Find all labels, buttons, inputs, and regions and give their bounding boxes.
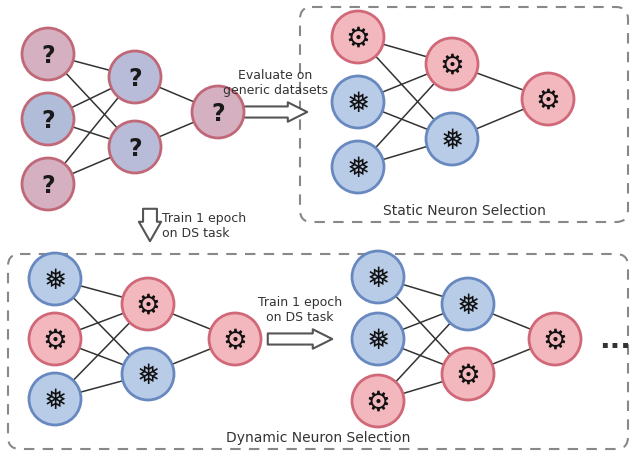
- Text: Static Neuron Selection: Static Neuron Selection: [383, 204, 545, 218]
- Circle shape: [192, 87, 244, 139]
- Text: ❅: ❅: [136, 361, 159, 389]
- Text: ...: ...: [599, 325, 631, 353]
- Text: ⚙: ⚙: [543, 326, 568, 354]
- Text: ⚙: ⚙: [136, 291, 161, 319]
- FancyArrowPatch shape: [243, 103, 307, 122]
- Circle shape: [109, 52, 161, 104]
- Text: ❅: ❅: [44, 266, 67, 294]
- Text: ⚙: ⚙: [346, 25, 371, 53]
- Circle shape: [209, 313, 261, 365]
- Circle shape: [426, 39, 478, 91]
- Text: ⚙: ⚙: [365, 388, 390, 416]
- Text: ?: ?: [211, 102, 225, 126]
- Text: ❅: ❅: [366, 326, 390, 354]
- Circle shape: [442, 348, 494, 400]
- Text: Train 1 epoch
on DS task: Train 1 epoch on DS task: [258, 295, 342, 323]
- FancyArrowPatch shape: [139, 209, 161, 242]
- Circle shape: [442, 278, 494, 330]
- Text: Train 1 epoch
on DS task: Train 1 epoch on DS task: [162, 212, 246, 239]
- Text: ❅: ❅: [456, 291, 479, 319]
- Text: ?: ?: [128, 137, 142, 161]
- Circle shape: [332, 142, 384, 194]
- Circle shape: [29, 313, 81, 365]
- Circle shape: [29, 373, 81, 425]
- Text: ❅: ❅: [440, 127, 463, 155]
- Circle shape: [352, 313, 404, 365]
- Text: Dynamic Neuron Selection: Dynamic Neuron Selection: [226, 430, 410, 444]
- Circle shape: [426, 114, 478, 166]
- Text: Evaluate on
generic datasets: Evaluate on generic datasets: [223, 69, 328, 97]
- Circle shape: [352, 375, 404, 427]
- Text: ?: ?: [128, 67, 142, 91]
- Text: ❅: ❅: [44, 386, 67, 414]
- Text: ⚙: ⚙: [440, 52, 465, 80]
- Circle shape: [22, 159, 74, 211]
- Circle shape: [332, 12, 384, 64]
- Circle shape: [29, 253, 81, 305]
- Circle shape: [22, 94, 74, 146]
- Circle shape: [122, 278, 174, 330]
- Circle shape: [109, 122, 161, 174]
- Text: ⚙: ⚙: [43, 326, 67, 354]
- Circle shape: [352, 251, 404, 303]
- Text: ❅: ❅: [366, 264, 390, 292]
- FancyArrowPatch shape: [268, 330, 332, 349]
- Text: ❅: ❅: [346, 90, 370, 118]
- Text: ❅: ❅: [346, 155, 370, 182]
- Circle shape: [332, 77, 384, 129]
- Text: ?: ?: [41, 109, 55, 133]
- Text: ⚙: ⚙: [223, 326, 248, 354]
- Text: ?: ?: [41, 44, 55, 68]
- Circle shape: [522, 74, 574, 126]
- Text: ?: ?: [41, 174, 55, 198]
- Circle shape: [529, 313, 581, 365]
- Circle shape: [22, 29, 74, 81]
- Text: ⚙: ⚙: [536, 87, 561, 115]
- Text: ⚙: ⚙: [456, 361, 481, 389]
- Circle shape: [122, 348, 174, 400]
